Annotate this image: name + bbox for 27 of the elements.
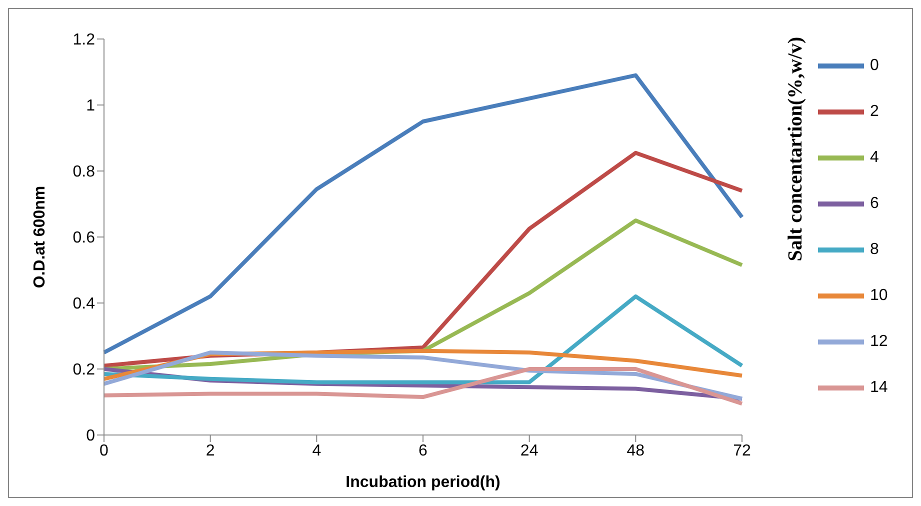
x-tick-label: 0 bbox=[100, 442, 109, 460]
line-series bbox=[102, 73, 744, 354]
y-tick-label: 1 bbox=[86, 98, 96, 115]
y-tick-label: 1.2 bbox=[72, 32, 96, 49]
x-tick-label: 6 bbox=[418, 442, 428, 460]
x-tick-label: 2 bbox=[206, 442, 215, 460]
legend-label: 12 bbox=[870, 333, 889, 351]
legend-label: 10 bbox=[870, 287, 889, 305]
y-tick-label: 0.4 bbox=[72, 296, 96, 313]
x-tick-label: 4 bbox=[312, 442, 322, 460]
legend-label: 8 bbox=[870, 241, 880, 259]
legend-label: 0 bbox=[870, 57, 880, 75]
y-tick-label: 0 bbox=[86, 428, 96, 445]
legend-label: 6 bbox=[870, 195, 880, 213]
legend-title: Salt concentartion(%,w/v) bbox=[784, 36, 808, 262]
y-tick-label: 0.6 bbox=[72, 230, 96, 247]
legend-label: 2 bbox=[870, 103, 880, 121]
y-tick-label: 0.2 bbox=[72, 362, 96, 379]
legend-label: 14 bbox=[870, 379, 889, 397]
x-axis-title: Incubation period(h) bbox=[346, 474, 500, 491]
line-series bbox=[102, 294, 744, 384]
y-tick-label: 0.8 bbox=[72, 164, 96, 181]
x-tick-label: 48 bbox=[626, 442, 645, 460]
legend-label: 4 bbox=[870, 149, 880, 167]
y-axis-title: O.D.at 600nm bbox=[32, 186, 49, 288]
x-tick-label: 24 bbox=[520, 442, 538, 460]
x-tick-label: 72 bbox=[733, 442, 751, 460]
